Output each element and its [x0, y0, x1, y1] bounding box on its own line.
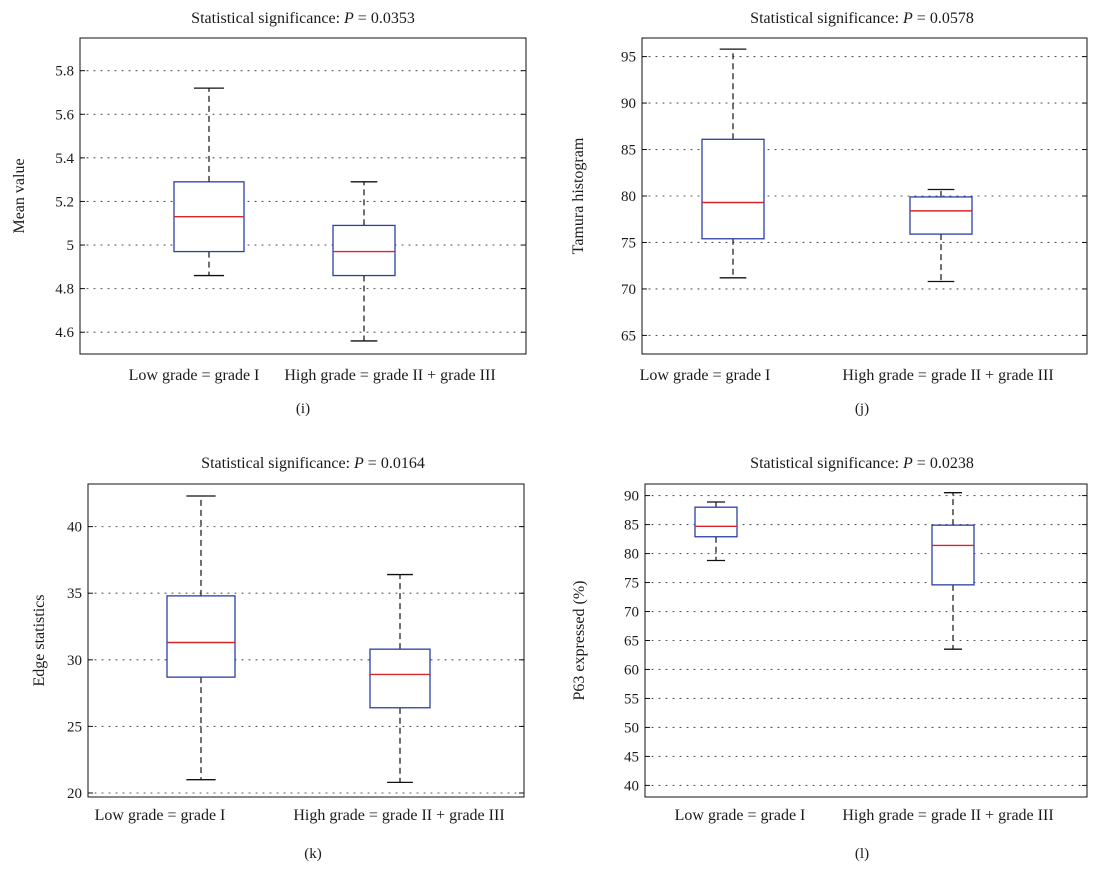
chart-title-p-symbol: P	[902, 455, 913, 472]
x-category-label: High grade = grade II + grade III	[842, 807, 1053, 824]
chart-title: Statistical significance: P = 0.0164	[201, 455, 425, 472]
x-category-label: Low grade = grade I	[675, 807, 806, 824]
chart-title-p-value: = 0.0164	[364, 455, 425, 472]
y-tick-label: 4.8	[55, 282, 74, 298]
panel-label: (j)	[855, 401, 869, 417]
x-category-label: Low grade = grade I	[129, 367, 260, 384]
chart-title: Statistical significance: P = 0.0238	[750, 455, 974, 472]
box-group	[332, 181, 396, 342]
y-tick-label: 90	[621, 96, 636, 112]
box-iqr	[369, 648, 431, 709]
chart-title-p-value: = 0.0238	[913, 455, 974, 472]
y-tick-label: 65	[624, 634, 639, 650]
y-tick-label: 70	[621, 282, 636, 298]
y-tick-label: 90	[624, 489, 639, 505]
y-tick-label: 35	[67, 586, 82, 602]
box-iqr	[931, 524, 975, 586]
y-tick-label: 40	[624, 778, 639, 794]
y-tick-label: 30	[67, 653, 82, 669]
y-tick-label: 4.6	[55, 325, 74, 341]
y-tick-label: 40	[67, 520, 82, 536]
panel-label: (l)	[855, 846, 869, 862]
y-tick-label: 25	[67, 719, 82, 735]
y-tick-label: 85	[621, 143, 636, 159]
box-iqr	[166, 595, 236, 678]
y-tick-label: 75	[621, 235, 636, 251]
box-group	[166, 495, 236, 781]
plot-frame	[79, 37, 527, 355]
y-tick-label: 65	[621, 328, 636, 344]
y-tick-label: 60	[624, 662, 639, 678]
y-tick-label: 70	[624, 605, 639, 621]
x-category-label: High grade = grade II + grade III	[284, 367, 495, 384]
box-iqr	[694, 506, 738, 538]
chart-panel-1: 4.6 4.8 5 5.2 5.4 5.6 5.8 Statistical significa…	[11, 10, 527, 417]
y-axis-label: Tamura histogram	[570, 137, 587, 254]
chart-title-text: Statistical significance:	[750, 455, 903, 472]
box-iqr	[701, 138, 765, 240]
y-tick-label: 20	[67, 786, 82, 802]
y-tick-label: 5.8	[55, 64, 74, 80]
chart-title: Statistical significance: P = 0.0578	[750, 10, 974, 27]
box-group	[369, 573, 431, 783]
chart-title-p-symbol: P	[902, 10, 913, 27]
y-tick-label: 5.2	[55, 194, 74, 210]
chart-title-p-symbol: P	[343, 10, 354, 27]
chart-title-p-value: = 0.0578	[913, 10, 974, 27]
y-axis-label: Mean value	[11, 158, 28, 233]
chart-panel-3: 20 25 30 35 40 Statistical significance: P = …	[31, 455, 525, 862]
chart-title-text: Statistical significance:	[750, 10, 903, 27]
x-category-label: Low grade = grade I	[95, 807, 226, 824]
box-group	[701, 48, 765, 279]
y-tick-label: 5.6	[55, 107, 74, 123]
x-category-label: High grade = grade II + grade III	[842, 367, 1053, 384]
box-group	[909, 188, 973, 283]
box-group	[931, 492, 975, 650]
chart-title-text: Statistical significance:	[191, 10, 344, 27]
box-group	[173, 87, 245, 277]
panel-label: (i)	[296, 401, 310, 417]
y-tick-label: 50	[624, 720, 639, 736]
chart-panel-2: 65 70 75 80 85 90 95 Statistical significance: …	[570, 10, 1088, 417]
y-tick-label: 55	[624, 691, 639, 707]
x-category-label: Low grade = grade I	[640, 367, 771, 384]
y-tick-label: 85	[624, 518, 639, 534]
y-tick-label: 45	[624, 749, 639, 765]
chart-title-p-symbol: P	[353, 455, 364, 472]
box-iqr	[909, 196, 973, 235]
y-axis-label: P63 expressed (%)	[571, 581, 588, 701]
y-tick-label: 80	[624, 547, 639, 563]
y-axis-label: Edge statistics	[31, 595, 48, 687]
chart-title-text: Statistical significance:	[201, 455, 354, 472]
panel-label: (k)	[304, 846, 322, 862]
chart-title: Statistical significance: P = 0.0353	[191, 10, 415, 27]
y-tick-label: 75	[624, 576, 639, 592]
x-category-label: High grade = grade II + grade III	[293, 807, 504, 824]
chart-title-p-value: = 0.0353	[354, 10, 415, 27]
box-iqr	[332, 224, 396, 277]
plot-frame	[87, 483, 525, 798]
box-group	[694, 501, 738, 562]
y-tick-label: 95	[621, 50, 636, 66]
y-tick-label: 5	[67, 238, 75, 254]
y-tick-label: 5.4	[55, 151, 74, 167]
y-tick-label: 80	[621, 189, 636, 205]
chart-panel-4: 40 45 50 55 60 65 70 75 80 85 90 Statistical signif…	[571, 455, 1088, 862]
